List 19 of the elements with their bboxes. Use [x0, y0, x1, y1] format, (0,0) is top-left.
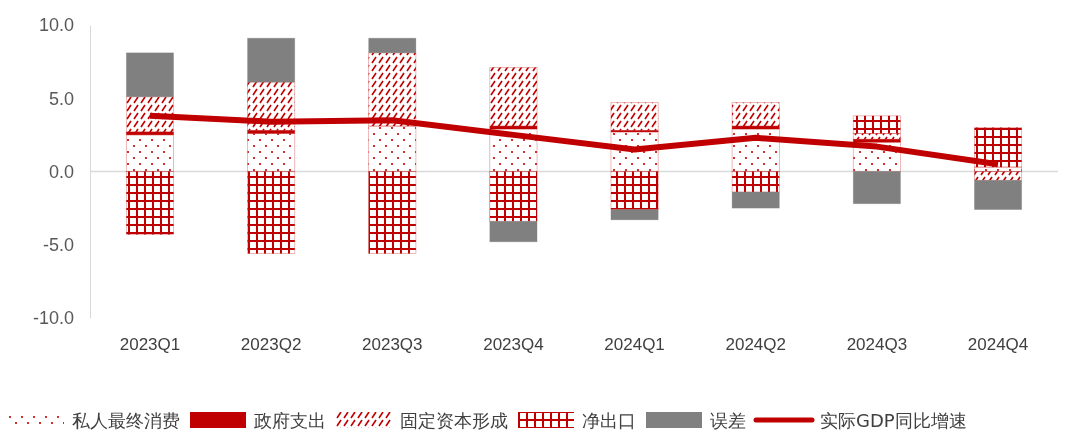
y-tick-label: -10.0 — [32, 308, 74, 329]
legend-label: 净出口 — [582, 410, 636, 431]
y-tick-label: 0.0 — [48, 161, 74, 182]
y-tick-label: -5.0 — [42, 235, 74, 256]
x-tick-label: 2024Q3 — [846, 335, 908, 355]
x-tick-label: 2023Q4 — [483, 335, 544, 355]
legend-label: 误差 — [710, 410, 746, 431]
x-tick-label: 2023Q2 — [240, 335, 302, 355]
legend-label: 政府支出 — [254, 410, 326, 431]
x-tick-label: 2023Q1 — [119, 335, 181, 355]
legend-label: 固定资本形成 — [400, 410, 508, 431]
x-tick-label: 2024Q1 — [604, 335, 665, 355]
x-tick-label: 2024Q2 — [725, 335, 786, 355]
y-tick-label: 10.0 — [38, 15, 74, 36]
y-tick-label: 5.0 — [48, 88, 74, 109]
legend-label: 实际GDP同比增速 — [820, 410, 967, 431]
legend-label: 私人最终消费 — [72, 410, 180, 431]
x-tick-label: 2024Q4 — [967, 335, 1029, 355]
x-tick-label: 2023Q3 — [362, 335, 423, 355]
